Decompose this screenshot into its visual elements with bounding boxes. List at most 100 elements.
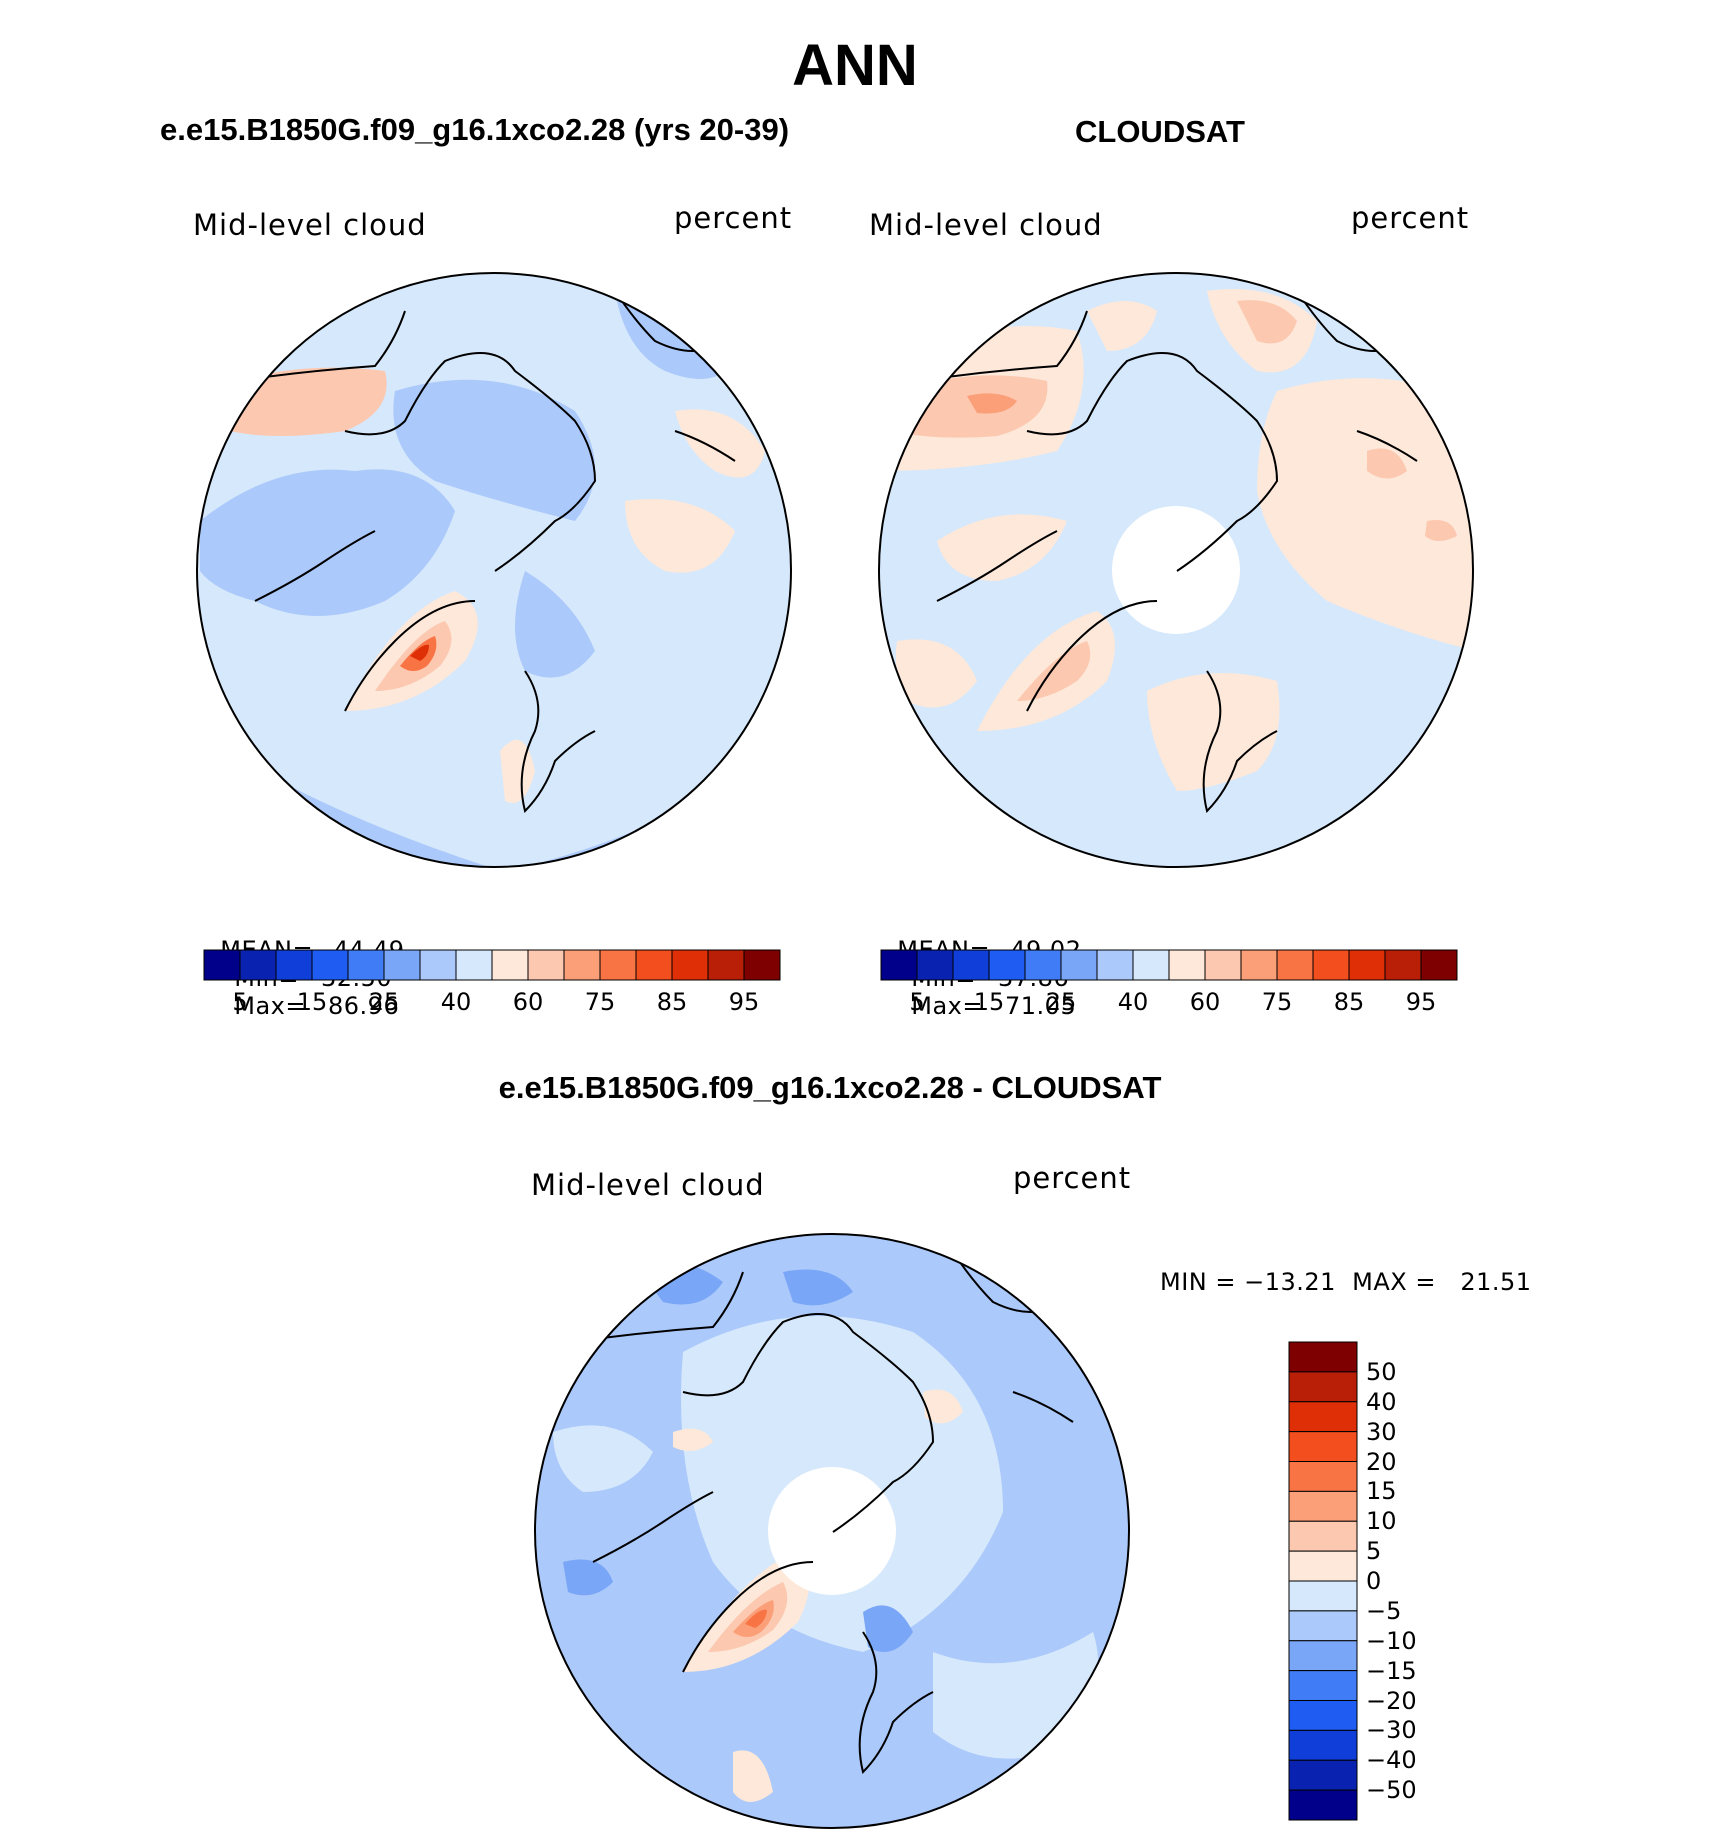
diff-colorbar-tick-label: 20 xyxy=(1366,1447,1397,1476)
model-max-label: Max= xyxy=(234,992,306,1020)
diff-units-label: percent xyxy=(1013,1161,1132,1195)
diff-colorbar-swatch xyxy=(1288,1431,1358,1462)
diff-colorbar-swatch xyxy=(1288,1610,1358,1642)
cloudsat-colorbar-swatch xyxy=(1312,949,1350,981)
diff-colorbar-swatch xyxy=(1288,1341,1358,1373)
model-colorbar-tick-label: 60 xyxy=(512,988,544,1016)
cloudsat-colorbar-swatch xyxy=(1384,949,1422,981)
cloudsat-colorbar-swatch xyxy=(952,949,990,981)
cloudsat-polar-map xyxy=(878,272,1474,868)
cloudsat-colorbar-swatch xyxy=(1240,949,1278,981)
diff-colorbar-tick-label: 5 xyxy=(1366,1537,1382,1566)
model-colorbar-tick-label: 40 xyxy=(440,988,472,1016)
model-colorbar-swatch xyxy=(743,949,781,981)
cloudsat-colorbar-tick-label: 40 xyxy=(1117,988,1149,1016)
model-panel-title: e.e15.B1850G.f09_g16.1xco2.28 (yrs 20-39… xyxy=(160,112,790,147)
model-polar-map xyxy=(196,272,792,868)
model-colorbar-swatch xyxy=(203,949,241,981)
page-title: ANN xyxy=(792,33,918,98)
model-colorbar-tick-label: 95 xyxy=(728,988,760,1016)
diff-colorbar-tick-label: 0 xyxy=(1366,1567,1382,1595)
diff-colorbar-tick-label: −5 xyxy=(1366,1596,1402,1625)
model-max-value: 86.96 xyxy=(328,992,400,1020)
cloudsat-colorbar-tick-label: 5 xyxy=(909,988,925,1016)
model-units-label: percent xyxy=(674,201,793,235)
cloudsat-panel-title: CLOUDSAT xyxy=(1075,114,1245,149)
diff-colorbar-swatch xyxy=(1288,1759,1358,1791)
cloudsat-colorbar-tick-label: 85 xyxy=(1333,988,1365,1016)
cloudsat-colorbar-ticks: 5 15 25 40 60 75 85 95 xyxy=(881,988,1457,1018)
cloudsat-colorbar-swatch xyxy=(1060,949,1098,981)
model-colorbar-swatch xyxy=(671,949,709,981)
cloudsat-colorbar-tick-label: 75 xyxy=(1261,988,1293,1016)
cloudsat-colorbar-swatch xyxy=(916,949,954,981)
diff-colorbar-tick-label: −30 xyxy=(1366,1716,1417,1745)
model-colorbar xyxy=(203,949,781,981)
model-colorbar-swatch xyxy=(635,949,673,981)
cloudsat-colorbar-swatch xyxy=(988,949,1026,981)
diff-colorbar xyxy=(1288,1341,1358,1821)
cloudsat-colorbar-swatch xyxy=(880,949,918,981)
diff-colorbar-tick-label: 50 xyxy=(1366,1357,1397,1386)
cloudsat-colorbar-tick-label: 60 xyxy=(1189,988,1221,1016)
diff-colorbar-swatch xyxy=(1288,1520,1358,1552)
diff-colorbar-swatch xyxy=(1288,1700,1358,1731)
model-colorbar-swatch xyxy=(383,949,421,981)
model-colorbar-tick-label: 75 xyxy=(584,988,616,1016)
diff-colorbar-tick-label: 15 xyxy=(1366,1477,1397,1506)
model-colorbar-swatch xyxy=(347,949,385,981)
cloudsat-colorbar-swatch xyxy=(1096,949,1134,981)
model-colorbar-swatch xyxy=(455,949,493,981)
diff-colorbar-swatch xyxy=(1288,1670,1358,1701)
model-colorbar-swatch xyxy=(419,949,457,981)
diff-colorbar-swatch xyxy=(1288,1371,1358,1403)
cloudsat-colorbar-tick-label: 25 xyxy=(1045,988,1077,1016)
diff-minmax: MIN = −13.21 MAX = 21.51 xyxy=(1160,1268,1532,1296)
model-colorbar-tick-label: 15 xyxy=(296,988,328,1016)
diff-colorbar-tick-label: 10 xyxy=(1366,1507,1397,1536)
model-colorbar-tick-label: 25 xyxy=(368,988,400,1016)
model-variable-label: Mid-level cloud xyxy=(193,208,427,242)
diff-colorbar-swatch xyxy=(1288,1461,1358,1492)
model-colorbar-tick-label: 85 xyxy=(656,988,688,1016)
diff-colorbar-tick-label: −15 xyxy=(1366,1656,1417,1685)
model-colorbar-swatch xyxy=(491,949,529,981)
diff-colorbar-tick-label: 30 xyxy=(1366,1417,1397,1446)
model-colorbar-swatch xyxy=(239,949,277,981)
cloudsat-colorbar-swatch xyxy=(1204,949,1242,981)
model-colorbar-swatch xyxy=(707,949,745,981)
diff-colorbar-tick-label: −50 xyxy=(1366,1776,1417,1805)
cloudsat-variable-label: Mid-level cloud xyxy=(869,208,1103,242)
diff-colorbar-swatch xyxy=(1288,1789,1358,1821)
cloudsat-max-label: Max= xyxy=(911,992,983,1020)
diff-colorbar-tick-label: −40 xyxy=(1366,1746,1417,1775)
diff-colorbar-swatch xyxy=(1288,1490,1358,1522)
cloudsat-colorbar-swatch xyxy=(1024,949,1062,981)
cloudsat-colorbar-swatch xyxy=(1348,949,1386,981)
cloudsat-colorbar-swatch xyxy=(1168,949,1206,981)
diff-colorbar-swatch xyxy=(1288,1550,1358,1582)
diff-colorbar-swatch xyxy=(1288,1729,1358,1761)
cloudsat-colorbar xyxy=(880,949,1458,981)
model-colorbar-swatch xyxy=(563,949,601,981)
cloudsat-colorbar-tick-label: 15 xyxy=(973,988,1005,1016)
diff-variable-label: Mid-level cloud xyxy=(531,1168,765,1202)
model-colorbar-ticks: 5 15 25 40 60 75 85 95 xyxy=(204,988,780,1018)
model-colorbar-tick-label: 5 xyxy=(232,988,248,1016)
cloudsat-colorbar-swatch xyxy=(1276,949,1314,981)
diff-colorbar-ticks: 50 40 30 20 15 10 5 0 −5 −10 −15 −20 −30 −40 −50 xyxy=(1366,1342,1456,1820)
cloudsat-colorbar-tick-label: 95 xyxy=(1405,988,1437,1016)
model-colorbar-swatch xyxy=(527,949,565,981)
diff-colorbar-tick-label: −10 xyxy=(1366,1626,1417,1655)
diff-colorbar-swatch xyxy=(1288,1640,1358,1672)
diff-colorbar-swatch xyxy=(1288,1580,1358,1612)
diff-polar-map xyxy=(534,1233,1130,1829)
cloudsat-colorbar-swatch xyxy=(1132,949,1170,981)
model-colorbar-swatch xyxy=(599,949,637,981)
diff-colorbar-tick-label: 40 xyxy=(1366,1387,1397,1416)
model-colorbar-swatch xyxy=(275,949,313,981)
diff-colorbar-swatch xyxy=(1288,1401,1358,1433)
cloudsat-max-value: 71.05 xyxy=(1005,992,1077,1020)
cloudsat-colorbar-swatch xyxy=(1420,949,1458,981)
diff-panel-title: e.e15.B1850G.f09_g16.1xco2.28 - CLOUDSAT xyxy=(498,1070,1162,1105)
